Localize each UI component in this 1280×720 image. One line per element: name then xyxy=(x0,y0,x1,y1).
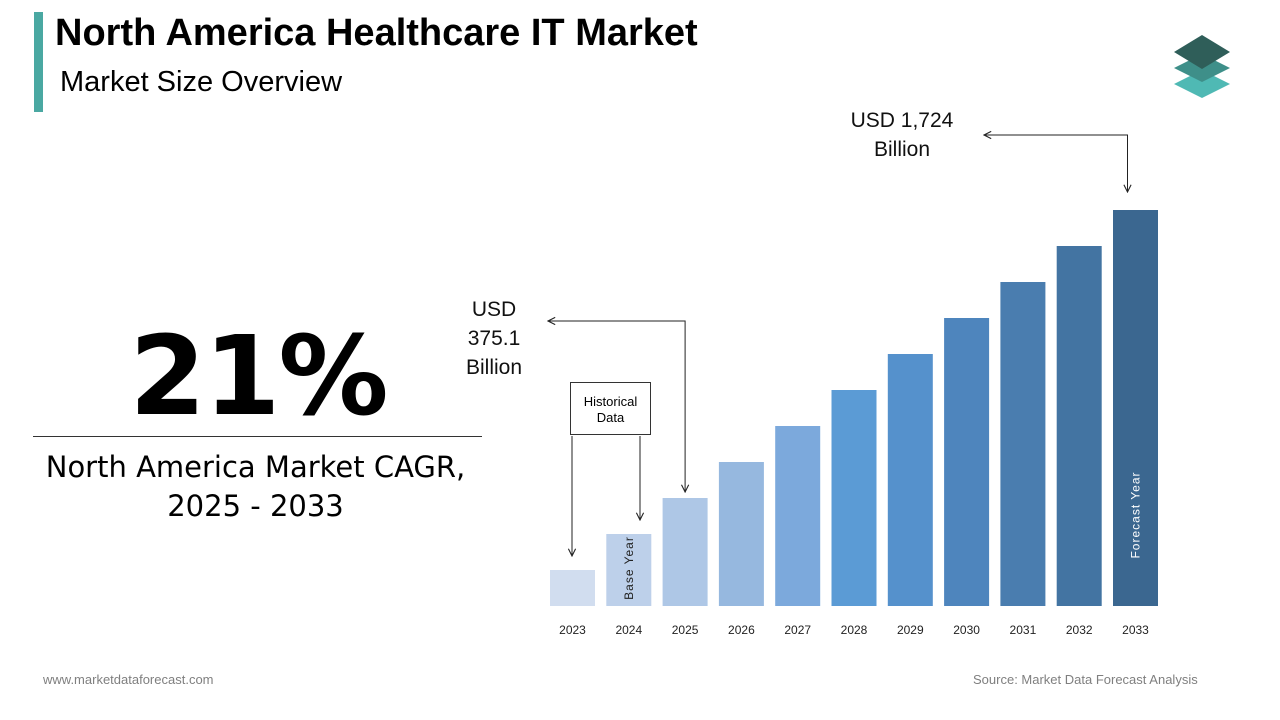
historical-line2: Data xyxy=(596,410,625,425)
bar-2031 xyxy=(1000,282,1046,606)
bar-2032 xyxy=(1056,246,1102,606)
cagr-label: North America Market CAGR, 2025 - 2033 xyxy=(33,448,478,526)
bar-2030 xyxy=(944,318,990,606)
x-tick-2028: 2028 xyxy=(841,623,868,637)
end-value-arrow xyxy=(984,135,1128,192)
start-value-label-2: 375.1 xyxy=(468,327,521,350)
x-tick-2030: 2030 xyxy=(953,623,980,637)
bar-label-2024: Base Year xyxy=(622,536,636,600)
title-accent-bar xyxy=(34,12,43,112)
bar-2023 xyxy=(550,570,595,606)
bar-2025 xyxy=(662,498,708,606)
end-value-label-1: USD 1,724 xyxy=(851,109,954,132)
x-tick-2029: 2029 xyxy=(897,623,924,637)
bar-2024 xyxy=(606,534,652,606)
x-tick-2025: 2025 xyxy=(672,623,699,637)
source-note: Source: Market Data Forecast Analysis xyxy=(973,672,1198,687)
website-link[interactable]: www.marketdataforecast.com xyxy=(43,672,214,687)
bar-2028 xyxy=(831,390,877,606)
x-tick-2033: 2033 xyxy=(1122,623,1149,637)
historical-data-box: Historical Data xyxy=(570,382,651,435)
layers-logo-icon xyxy=(1174,35,1230,98)
end-value-label-2: Billion xyxy=(874,138,930,161)
cagr-label-line1: North America Market CAGR, xyxy=(45,450,466,484)
cagr-label-line2: 2025 - 2033 xyxy=(167,489,344,523)
bar-label-2033: Forecast Year xyxy=(1129,471,1143,558)
bar-2033 xyxy=(1113,210,1158,606)
start-value-label-3: Billion xyxy=(466,356,522,379)
x-tick-2024: 2024 xyxy=(615,623,642,637)
page-subtitle: Market Size Overview xyxy=(60,66,343,98)
historical-line1: Historical xyxy=(583,394,638,409)
cagr-value: 21% xyxy=(129,312,388,440)
x-tick-2027: 2027 xyxy=(784,623,811,637)
x-tick-2031: 2031 xyxy=(1010,623,1037,637)
x-tick-2032: 2032 xyxy=(1066,623,1093,637)
start-value-label-1: USD xyxy=(472,298,516,321)
bar-2027 xyxy=(775,426,821,606)
bar-2029 xyxy=(887,354,933,606)
x-tick-2023: 2023 xyxy=(559,623,586,637)
divider-line xyxy=(33,436,482,437)
start-value-arrow xyxy=(548,321,685,492)
page-title: North America Healthcare IT Market xyxy=(55,12,698,54)
bar-2026 xyxy=(718,462,764,606)
x-tick-2026: 2026 xyxy=(728,623,755,637)
